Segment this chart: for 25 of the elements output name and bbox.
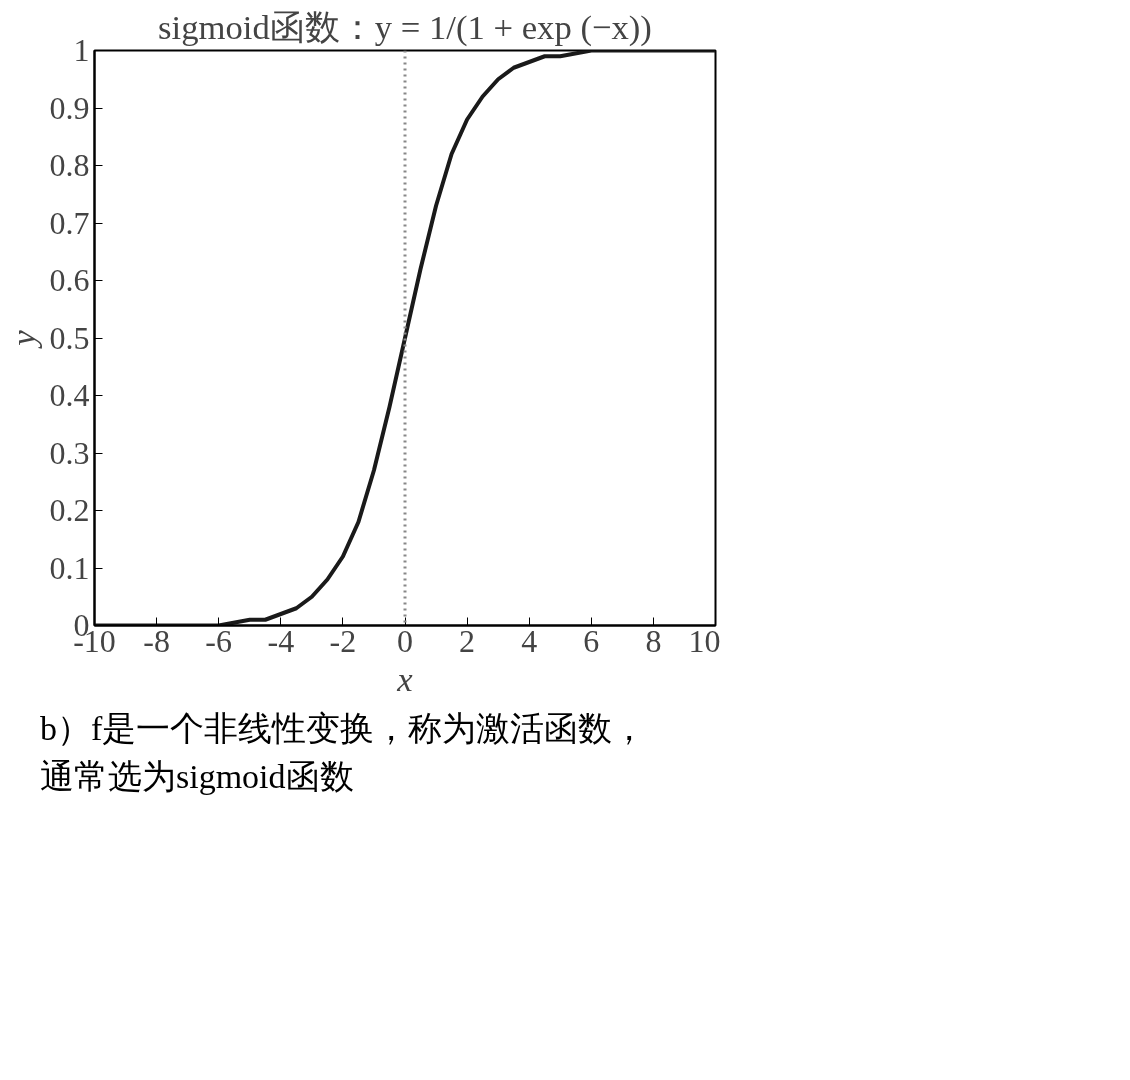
chart-title: sigmoid函数：y = 1/(1 + exp (−x)) (158, 7, 652, 47)
x-axis-title: x (396, 659, 414, 698)
y-tick-label: 0.4 (49, 377, 90, 413)
x-tick-label: 6 (583, 622, 600, 659)
y-tick-label: 1 (73, 32, 90, 68)
y-axis-title: y (3, 329, 42, 349)
line-series (94, 50, 716, 626)
x-tick-label: 8 (645, 622, 662, 659)
y-tick-label: 0.1 (49, 549, 90, 586)
y-tick-label: 0.3 (49, 434, 90, 471)
y-tick-label: 0.6 (49, 262, 90, 298)
x-tick-label: 0 (397, 622, 413, 659)
y-tick-label: 0.7 (49, 204, 90, 241)
x-tick-label: -4 (267, 622, 295, 659)
x-tick-label: 10 (688, 622, 721, 659)
text: b）f是一个非线性变换，称为激活函数，通常选为sigmoid函数 (40, 709, 648, 797)
y-tick-label: 0.5 (49, 319, 90, 356)
x-tick-label: -8 (143, 622, 170, 659)
x-tick-label: 2 (459, 622, 476, 659)
y-tick-label: 0.2 (49, 492, 90, 528)
x-tick-label: -6 (205, 622, 233, 659)
x-tick-label: 4 (521, 622, 538, 659)
y-tick-label: 0.9 (49, 89, 90, 126)
x-tick-label: -2 (329, 622, 357, 659)
y-tick-label: 0.8 (49, 147, 90, 183)
